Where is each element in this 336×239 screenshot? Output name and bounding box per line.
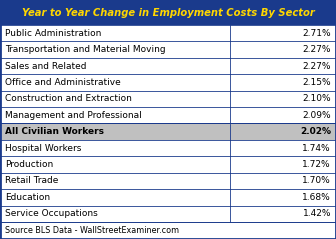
Bar xyxy=(0,156,336,173)
Text: 2.15%: 2.15% xyxy=(302,78,331,87)
Bar xyxy=(0,58,336,74)
Text: 1.42%: 1.42% xyxy=(302,209,331,218)
Text: Public Administration: Public Administration xyxy=(5,29,101,38)
Text: 2.09%: 2.09% xyxy=(302,111,331,120)
Text: Service Occupations: Service Occupations xyxy=(5,209,98,218)
Text: Hospital Workers: Hospital Workers xyxy=(5,144,81,153)
Bar xyxy=(0,107,336,124)
Text: 2.27%: 2.27% xyxy=(302,61,331,71)
Text: Office and Administrative: Office and Administrative xyxy=(5,78,121,87)
Bar xyxy=(0,189,336,206)
Bar xyxy=(0,0,336,25)
Text: 1.68%: 1.68% xyxy=(302,193,331,202)
Text: Education: Education xyxy=(5,193,50,202)
Bar xyxy=(0,124,336,140)
Text: 1.70%: 1.70% xyxy=(302,176,331,185)
Text: 2.27%: 2.27% xyxy=(302,45,331,54)
Text: 2.71%: 2.71% xyxy=(302,29,331,38)
Text: Production: Production xyxy=(5,160,53,169)
Text: Year to Year Change in Employment Costs By Sector: Year to Year Change in Employment Costs … xyxy=(22,7,314,17)
Text: 2.02%: 2.02% xyxy=(300,127,331,136)
Bar xyxy=(0,41,336,58)
Bar xyxy=(0,74,336,91)
Text: Transportation and Material Moving: Transportation and Material Moving xyxy=(5,45,166,54)
Text: Sales and Related: Sales and Related xyxy=(5,61,87,71)
Text: Construction and Extraction: Construction and Extraction xyxy=(5,94,132,103)
Bar xyxy=(0,91,336,107)
Bar xyxy=(0,140,336,156)
Bar xyxy=(0,173,336,189)
Bar xyxy=(0,206,336,222)
Text: 1.74%: 1.74% xyxy=(302,144,331,153)
Bar xyxy=(0,25,336,41)
Text: 1.72%: 1.72% xyxy=(302,160,331,169)
Text: Retail Trade: Retail Trade xyxy=(5,176,58,185)
Text: All Civilian Workers: All Civilian Workers xyxy=(5,127,104,136)
Text: Management and Professional: Management and Professional xyxy=(5,111,142,120)
Text: 2.10%: 2.10% xyxy=(302,94,331,103)
Bar xyxy=(0,222,336,239)
Text: Source BLS Data - WallStreetExaminer.com: Source BLS Data - WallStreetExaminer.com xyxy=(5,226,179,235)
